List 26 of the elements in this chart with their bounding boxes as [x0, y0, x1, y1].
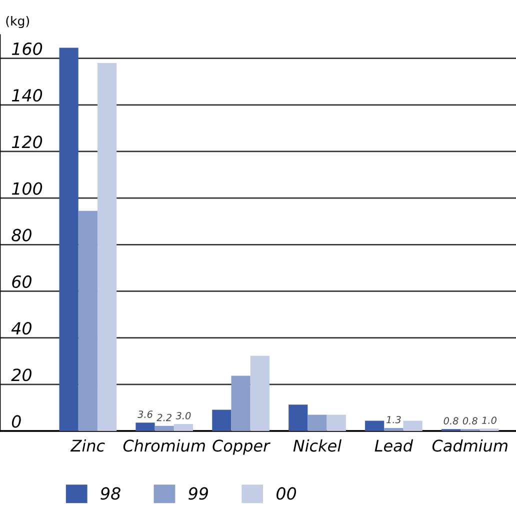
- x-tick-label: Chromium: [123, 439, 205, 452]
- data-label: 0.8: [462, 417, 478, 424]
- x-tick-label: Copper: [212, 440, 270, 455]
- data-label: 0.8: [444, 417, 458, 424]
- y-tick-label: 20: [11, 368, 32, 382]
- data-label: 1.3: [386, 416, 401, 424]
- x-tick-label: Zinc: [70, 439, 105, 452]
- y-tick-label: 80: [12, 228, 32, 242]
- y-tick-label: 40: [11, 322, 32, 335]
- y-tick-label: 100: [12, 182, 42, 195]
- y-tick-label: 160: [12, 42, 42, 56]
- x-tick-label: Nickel: [293, 439, 342, 452]
- data-label: 3.6: [138, 410, 153, 418]
- legend-label: 99: [188, 487, 208, 500]
- y-tick-label: 120: [12, 136, 42, 148]
- y-tick-label: 140: [12, 89, 42, 102]
- legend-label: 00: [276, 487, 296, 500]
- data-label: 2.2: [156, 414, 172, 422]
- x-tick-label: Cadmium: [432, 439, 508, 452]
- y-tick-label: 60: [12, 275, 32, 288]
- legend-label: 98: [100, 487, 120, 500]
- data-label: 3.0: [176, 412, 191, 420]
- x-tick-label: Lead: [374, 439, 414, 452]
- y-tick-label: 0: [12, 415, 21, 428]
- y-axis-title: (kg): [6, 16, 30, 28]
- data-label: 1.0: [482, 416, 496, 424]
